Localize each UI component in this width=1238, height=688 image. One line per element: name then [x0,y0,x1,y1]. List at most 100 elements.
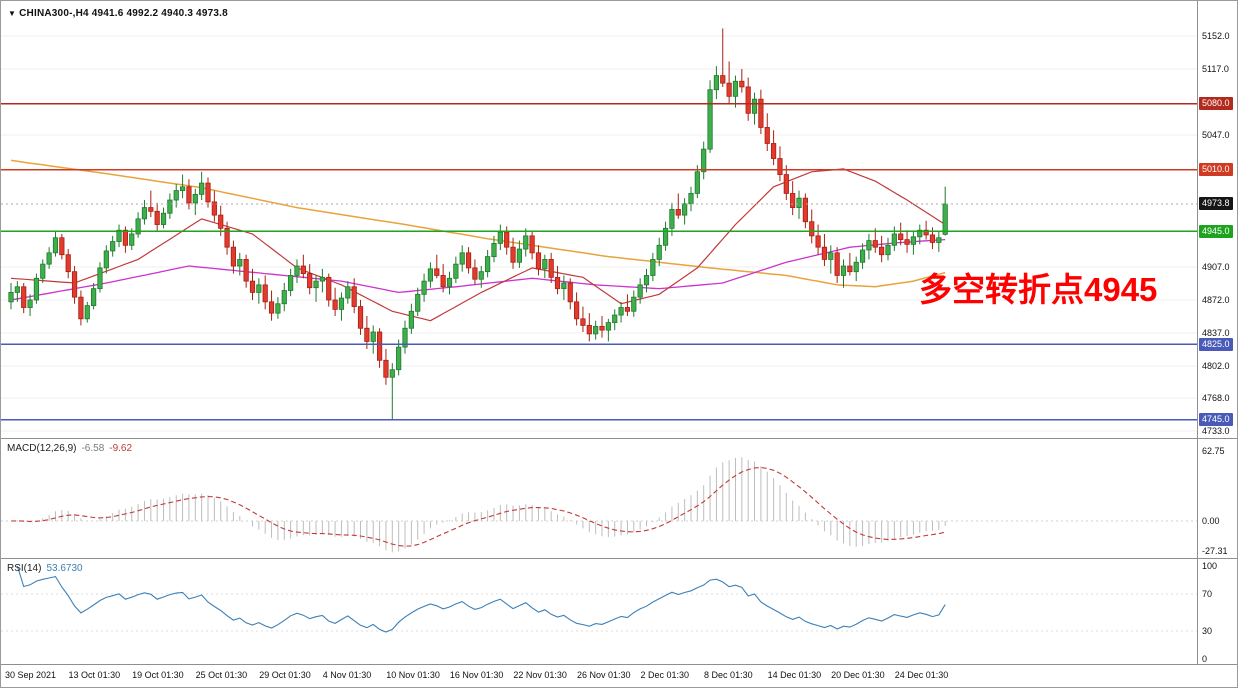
symbol-label: CHINA300-,H4 [19,8,89,19]
candle-body [288,275,294,291]
candle-body [535,252,542,270]
candle-body [268,301,275,314]
time-tick-label: 30 Sep 2021 [5,670,57,680]
time-tick-label: 14 Dec 01:30 [767,670,822,680]
rsi-axis-label: 100 [1202,561,1218,571]
candle-body [173,190,179,201]
candle-body [459,252,465,265]
price-tick-label: 4837.0 [1202,327,1230,338]
candle-body [110,241,116,252]
candle-body [650,259,656,276]
candle-body [376,331,383,361]
candle-body [859,249,866,263]
candle-body [294,265,300,276]
time-tick-label: 8 Dec 01:30 [704,670,753,680]
candle-body [116,229,122,242]
candle-body [262,284,268,303]
candle-body [218,214,224,229]
candle-body [847,265,853,273]
candle-body [866,240,872,251]
symbol-ohlc-line: ▼ CHINA300-,H4 4941.6 4992.2 4940.3 4973.… [8,8,228,19]
candle-body [694,171,700,194]
price-level-badge: 4745.0 [1199,413,1233,427]
macd-panel[interactable] [1,438,1197,558]
price-tick-label: 5152.0 [1202,31,1230,41]
candle-body [408,310,414,329]
candle-body [389,369,395,378]
candle-body [199,182,205,195]
price-chart-canvas[interactable] [1,1,1197,438]
candle-body [624,307,631,312]
candle-body [802,197,808,223]
macd-chart-canvas[interactable] [1,438,1197,558]
candle-body [319,276,325,282]
candle-body [52,237,59,254]
candle-body [91,288,97,307]
candle-body [313,280,319,289]
rsi-panel[interactable] [1,558,1197,664]
candle-body [612,314,618,323]
candle-body [281,290,287,305]
ma-orange[interactable] [10,159,946,288]
candle-body [160,212,167,225]
ma-red[interactable] [10,168,946,322]
candlesticks [8,28,948,420]
candle-body [879,246,885,256]
candle-body [872,240,878,248]
price-axis[interactable]: 5152.0 5117.0 5047.0 4907.0 4872.0 4837.0 4802… [1197,1,1237,664]
candle-body [345,286,351,299]
candle-body [917,229,923,238]
candle-body [396,346,402,371]
price-level-badge: 5010.0 [1199,163,1233,177]
rsi-chart-canvas[interactable] [1,558,1197,664]
time-tick-label: 13 Oct 01:30 [68,670,121,680]
candle-body [84,305,90,320]
candle-body [141,207,148,220]
time-axis[interactable]: 30 Sep 2021 13 Oct 01:30 19 Oct 01:30 25 Oc… [1,664,1237,687]
candle-body [440,275,446,288]
candle-body [904,239,910,245]
macd-signal-line[interactable] [10,467,946,547]
time-tick-label: 20 Dec 01:30 [831,670,885,680]
price-tick-label: 4733.0 [1202,426,1230,436]
candle-body [434,268,440,276]
rsi-title: RSI(14) [7,563,42,574]
price-tick-label: 5047.0 [1202,129,1230,140]
candle-body [529,235,535,254]
macd-axis-label: -27.31 [1202,546,1228,557]
candle-body [910,236,917,245]
rsi-indicator-label: RSI(14) 53.6730 [7,563,83,574]
panel-separator[interactable] [1,438,1237,439]
candle-body [554,276,561,290]
rsi-line[interactable] [16,565,946,633]
candle-body [491,242,497,257]
candle-body [929,234,936,243]
candle-body [548,259,554,278]
candle-body [777,158,783,175]
candle-body [275,303,281,314]
candle-body [662,227,669,246]
candle-body [351,286,357,307]
candle-body [510,246,516,263]
candle-body [71,271,78,298]
candle-body [720,75,726,84]
price-panel[interactable] [1,1,1197,438]
candle-body [631,296,637,312]
symbol-dropdown-icon[interactable]: ▼ [8,9,17,18]
candle-body [338,297,345,310]
macd-axis-label: 0.00 [1202,516,1220,526]
axis-separator [1,664,1237,665]
candle-body [421,280,427,295]
candle-body [504,231,510,248]
ma-magenta[interactable] [10,238,946,301]
current-price-badge: 4973.8 [1199,197,1233,211]
candle-body [643,275,650,286]
ohlc-values: 4941.6 4992.2 4940.3 4973.8 [91,8,228,19]
candle-body [211,201,217,216]
price-axis-separator [1197,1,1198,664]
candle-body [465,252,472,269]
panel-separator[interactable] [1,558,1237,559]
price-tick-label: 4802.0 [1202,360,1230,371]
candle-body [580,318,586,326]
